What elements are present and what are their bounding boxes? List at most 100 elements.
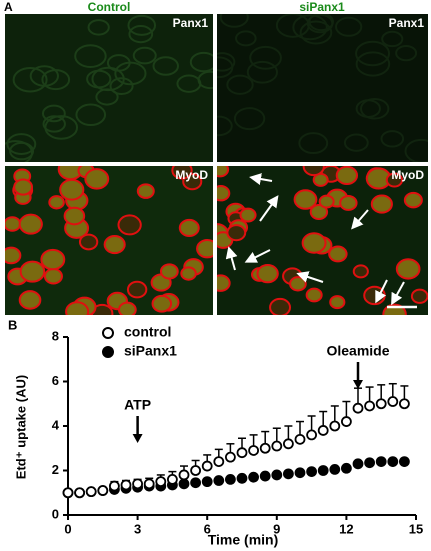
cell	[381, 30, 404, 48]
nucleus	[256, 264, 279, 284]
cell	[380, 130, 405, 148]
nucleus	[403, 191, 423, 209]
nucleus	[370, 194, 393, 214]
data-point	[352, 402, 364, 414]
data-point	[329, 420, 341, 432]
cell	[343, 133, 369, 152]
cell	[275, 14, 310, 38]
data-point	[178, 478, 190, 490]
data-point	[398, 456, 410, 468]
annotation: ATP	[124, 397, 151, 413]
data-point	[398, 398, 410, 410]
cell-texture	[5, 14, 213, 162]
nucleus	[410, 288, 428, 304]
cell	[299, 20, 333, 45]
data-point	[340, 416, 352, 427]
y-axis-label: Etd⁺ uptake (AU)	[13, 375, 28, 479]
legend-label: control	[124, 324, 171, 340]
data-point	[97, 485, 109, 496]
nucleus	[385, 172, 404, 188]
cell	[360, 97, 390, 120]
x-tick-label: 0	[64, 521, 71, 536]
x-tick-label: 9	[273, 521, 280, 536]
data-point	[317, 425, 329, 436]
nucleus	[339, 194, 358, 211]
cell	[404, 138, 428, 162]
data-point	[236, 472, 248, 484]
nucleus	[328, 245, 348, 263]
data-point	[236, 447, 248, 459]
nucleus	[301, 232, 327, 254]
stain-label: Panx1	[173, 16, 209, 30]
nucleus	[63, 206, 86, 226]
data-point	[375, 398, 387, 410]
data-point	[317, 465, 329, 476]
x-tick-label: 6	[204, 521, 211, 536]
cell	[298, 132, 329, 155]
cell	[75, 103, 107, 127]
nucleus	[226, 224, 247, 242]
cell	[226, 74, 254, 95]
nucleus	[305, 287, 323, 303]
cell	[41, 104, 66, 123]
arrows	[225, 173, 405, 306]
nucleus	[40, 248, 66, 271]
nucleus	[65, 301, 90, 315]
x-axis-label: Time (min)	[208, 532, 279, 548]
data-point	[259, 442, 271, 454]
cell	[127, 14, 157, 36]
cell	[176, 74, 202, 93]
data-point	[248, 471, 260, 483]
data-point	[213, 456, 225, 468]
data-point	[143, 478, 155, 490]
nucleus	[239, 207, 257, 223]
data-point	[282, 438, 294, 450]
cell	[6, 133, 37, 156]
nucleus	[59, 178, 85, 201]
cell	[91, 66, 125, 92]
nucleus	[159, 263, 179, 280]
cell	[217, 115, 233, 137]
cell	[233, 107, 266, 131]
nucleus	[117, 214, 142, 236]
cell	[235, 30, 257, 47]
nucleus	[48, 195, 65, 210]
annotation: Oleamide	[326, 343, 389, 359]
nucleus	[136, 183, 155, 199]
cell	[355, 40, 391, 67]
cell-texture	[217, 166, 428, 315]
data-point	[387, 396, 399, 407]
data-point	[132, 478, 144, 490]
data-point	[190, 465, 202, 476]
y-tick-label: 6	[52, 373, 59, 388]
cell	[217, 52, 236, 72]
nucleus	[395, 258, 421, 280]
data-point	[364, 457, 376, 469]
nucleus	[18, 213, 43, 235]
nucleus	[180, 266, 197, 281]
cell	[395, 45, 418, 62]
cell	[74, 44, 107, 69]
cell	[217, 56, 234, 79]
nucleus	[18, 290, 42, 310]
x-tick-label: 3	[134, 521, 141, 536]
nucleus	[103, 235, 126, 255]
annotation-arrowhead	[132, 434, 143, 443]
column-label: Control	[88, 0, 131, 14]
data-point	[224, 473, 236, 485]
nucleus	[13, 178, 34, 196]
cell	[246, 60, 278, 84]
cell-texture	[5, 166, 213, 315]
data-point	[329, 463, 341, 475]
data-point	[294, 467, 306, 479]
data-point	[352, 458, 364, 470]
data-point	[248, 445, 260, 456]
cell	[219, 14, 249, 28]
data-point	[271, 440, 283, 452]
y-tick-label: 8	[52, 328, 59, 343]
data-point	[282, 468, 294, 480]
cell	[29, 65, 59, 87]
cell	[292, 14, 328, 41]
data-point	[85, 486, 97, 498]
nucleus	[19, 260, 46, 283]
